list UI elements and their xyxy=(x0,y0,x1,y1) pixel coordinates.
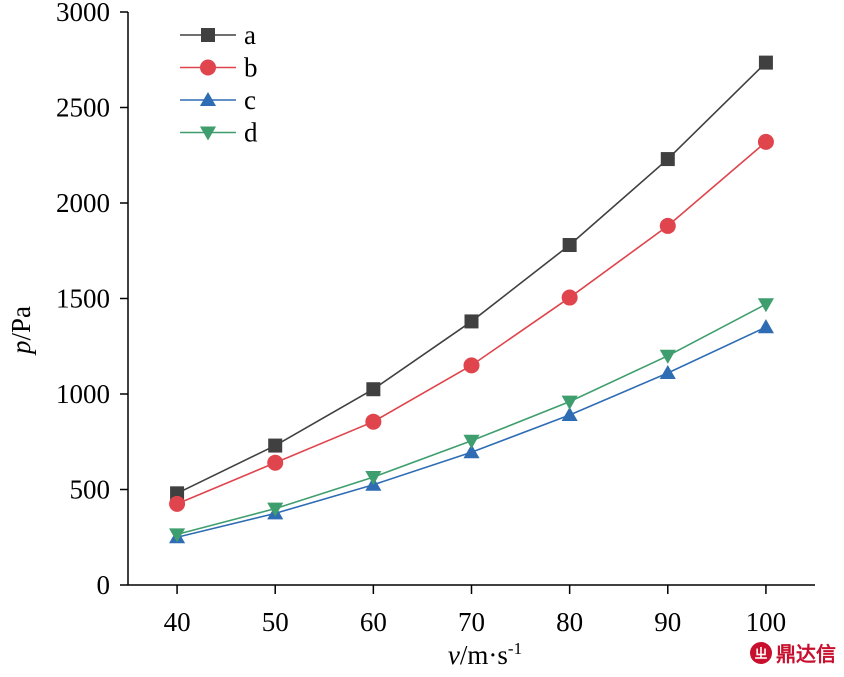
series-c-point xyxy=(561,406,578,422)
series-d-point xyxy=(365,471,382,486)
series-a-point xyxy=(758,55,773,70)
legend-b-label: b xyxy=(244,53,258,83)
y-tick-label: 500 xyxy=(70,475,111,505)
series-b-point xyxy=(561,289,578,306)
y-tick-label: 0 xyxy=(97,570,111,600)
series-d-line xyxy=(176,303,767,536)
y-tick-label: 1000 xyxy=(56,379,110,409)
y-tick-label: 2500 xyxy=(56,93,110,123)
y-axis-title-unit: /Pa xyxy=(6,306,36,341)
legend-d-label: d xyxy=(244,118,258,148)
legend-c-label: c xyxy=(244,85,256,115)
x-tick-label: 70 xyxy=(458,607,485,637)
watermark: ㄓ 鼎达信 xyxy=(750,638,836,667)
series-a-point xyxy=(366,382,381,397)
x-tick-label: 40 xyxy=(164,607,191,637)
y-tick-label: 3000 xyxy=(56,0,110,27)
series-b-point xyxy=(463,357,480,374)
series-d-point xyxy=(463,434,480,449)
series-b-point xyxy=(169,495,186,512)
legend-b-marker xyxy=(200,59,216,76)
y-tick-label: 2000 xyxy=(56,188,110,218)
x-tick-label: 100 xyxy=(746,607,787,637)
x-tick-label: 60 xyxy=(360,607,387,637)
axes xyxy=(127,12,815,586)
series-d-point xyxy=(659,349,676,364)
series-b-point xyxy=(365,413,382,430)
series-a-line xyxy=(176,62,767,495)
x-tick-label: 50 xyxy=(262,607,289,637)
series-a-point xyxy=(268,438,283,453)
series-b-point xyxy=(267,454,284,471)
watermark-text: 鼎达信 xyxy=(776,642,836,666)
series-d-point xyxy=(169,528,186,543)
series-markers xyxy=(169,55,774,544)
legend-d-marker xyxy=(199,126,217,141)
x-axis-title-sup: -1 xyxy=(508,639,522,658)
series-d-point xyxy=(757,298,774,313)
y-ticks: 0 500 1000 1500 2000 2500 3000 xyxy=(56,0,128,600)
series-d-point xyxy=(267,502,284,517)
x-axis-title: v/m·s-1 xyxy=(448,639,522,670)
series-b-point xyxy=(757,133,774,150)
x-axis-title-var: v xyxy=(448,640,460,670)
series-d-point xyxy=(561,395,578,410)
watermark-logo-icon: ㄓ xyxy=(750,641,772,664)
y-axis-title: p/Pa xyxy=(6,306,36,356)
series-a-point xyxy=(464,314,479,329)
series-c-point xyxy=(463,444,480,459)
y-tick-label: 1500 xyxy=(56,284,110,314)
series-c-point xyxy=(659,364,676,380)
series-lines xyxy=(176,62,767,539)
x-ticks: 40 50 60 70 80 90 100 xyxy=(164,585,787,637)
y-axis-title-var: p xyxy=(6,341,36,357)
legend-c-marker xyxy=(199,91,217,107)
x-axis-title-unit: /m·s xyxy=(460,640,508,670)
series-a-point xyxy=(562,238,577,253)
legend-a-label: a xyxy=(244,20,256,50)
series-c-point xyxy=(757,319,774,334)
x-tick-label: 80 xyxy=(556,607,583,637)
series-b-point xyxy=(659,217,676,234)
series-a-point xyxy=(660,152,675,167)
legend-a-marker xyxy=(201,28,215,42)
x-tick-label: 90 xyxy=(654,607,681,637)
